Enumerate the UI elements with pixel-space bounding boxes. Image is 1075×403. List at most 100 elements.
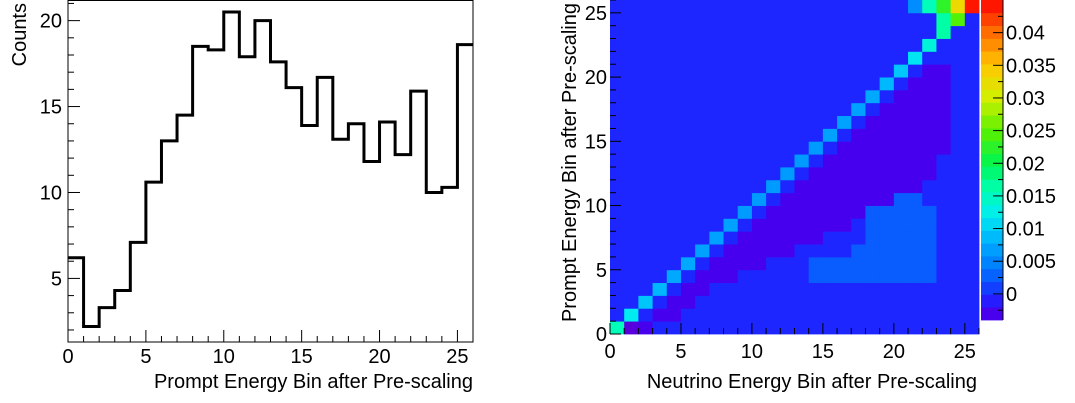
heatmap-cell	[751, 179, 767, 194]
heatmap-cell	[695, 295, 710, 309]
x-tick-label: 20	[368, 346, 390, 368]
histogram-bin	[208, 50, 224, 342]
heatmap-cell	[695, 89, 710, 104]
heatmap-cell	[723, 205, 739, 219]
heatmap-cell	[822, 0, 838, 14]
heatmap-cell	[680, 38, 696, 52]
heatmap-cell	[652, 154, 668, 168]
heatmap-cell	[780, 89, 795, 104]
heatmap-cell	[737, 154, 753, 168]
heatmap-cell	[865, 167, 881, 181]
heatmap-cell	[652, 51, 668, 65]
heatmap-cell	[808, 205, 824, 219]
heatmap-cell	[723, 308, 739, 322]
colorbar-tick-label: 0.01	[1006, 219, 1045, 241]
heatmap-cell	[865, 128, 881, 142]
heatmap-cell	[751, 308, 767, 322]
heatmap-cell	[837, 167, 852, 181]
heatmap-cell	[610, 115, 625, 129]
heatmap-cell	[950, 25, 966, 39]
heatmap-cell	[624, 321, 639, 335]
heatmap-cell	[950, 0, 966, 14]
heatmap-cell	[624, 179, 639, 194]
heatmap-cell	[780, 179, 795, 194]
heatmap-cell	[950, 308, 966, 322]
heatmap-cell	[666, 269, 682, 284]
heatmap-cell	[893, 231, 909, 245]
heatmap-cell	[794, 179, 810, 194]
heatmap-cell	[680, 12, 696, 27]
heatmap-cell	[610, 64, 625, 78]
heatmap-cell	[794, 269, 810, 284]
heatmap-cell	[794, 38, 810, 52]
colorbar-tick-label: 0	[1006, 284, 1017, 306]
colorbar-segment	[981, 38, 1003, 52]
heatmap-cell	[709, 179, 724, 194]
histogram-bin	[317, 77, 333, 342]
heatmap-cell	[950, 128, 966, 142]
heatmap-cell	[751, 0, 767, 14]
heatmap-cell	[794, 64, 810, 78]
heatmap-cell	[751, 269, 767, 284]
heatmap-cell	[709, 256, 724, 271]
heatmap-cell	[908, 12, 923, 27]
heatmap-cell	[893, 128, 909, 142]
heatmap-cell	[908, 308, 923, 322]
heatmap-cell	[822, 308, 838, 322]
heatmap-cell	[808, 0, 824, 14]
heatmap-cell	[837, 51, 852, 65]
heatmap-cell	[751, 38, 767, 52]
heatmap-cell	[766, 167, 781, 181]
heatmap-cell	[822, 231, 838, 245]
heatmap-cell	[610, 154, 625, 168]
heatmap-cell	[709, 141, 724, 155]
heatmap-cell	[837, 282, 852, 296]
heatmap-cell	[638, 218, 653, 232]
heatmap-cell	[780, 244, 795, 258]
heatmap-cell	[964, 89, 980, 104]
heatmap-cell	[950, 231, 966, 245]
heatmap-cell	[624, 244, 639, 258]
heatmap-cell	[950, 218, 966, 232]
heatmap-cell	[723, 192, 739, 206]
heatmap-cell	[950, 141, 966, 155]
heatmap-cell	[908, 102, 923, 117]
heatmap-cell	[879, 244, 895, 258]
heatmap-cell	[808, 25, 824, 39]
heatmap-cell	[794, 141, 810, 155]
x-tick-label: 5	[140, 346, 151, 368]
heatmap-cell	[893, 51, 909, 65]
heatmap-cell	[638, 141, 653, 155]
heatmap-cell	[610, 295, 625, 309]
heatmap-cell	[638, 128, 653, 142]
heatmap-cell	[794, 308, 810, 322]
heatmap-cell	[624, 269, 639, 284]
heatmap-cell	[780, 141, 795, 155]
heatmap-cell	[680, 25, 696, 39]
colorbar-tick-label: 0.035	[1006, 55, 1056, 77]
heatmap-cell	[737, 308, 753, 322]
heatmap-cell	[666, 25, 682, 39]
heatmap-cell	[851, 0, 866, 14]
heatmap-cell	[666, 256, 682, 271]
heatmap-cell	[908, 0, 923, 14]
heatmap-cell	[624, 0, 639, 14]
heatmap-cell	[766, 141, 781, 155]
heatmap-cell	[893, 115, 909, 129]
heatmap-cell	[950, 295, 966, 309]
heatmap-cell	[794, 218, 810, 232]
heatmap-cell	[751, 102, 767, 117]
heatmap-cell	[964, 282, 980, 296]
heatmap-cell	[666, 0, 682, 14]
histogram-bin	[426, 192, 442, 342]
heatmap-cell	[893, 77, 909, 91]
heatmap-cell	[666, 244, 682, 258]
heatmap-cell	[964, 25, 980, 39]
heatmap-cell	[837, 231, 852, 245]
heatmap-cell	[936, 89, 952, 104]
heatmap-cell	[837, 205, 852, 219]
heatmap-cell	[922, 308, 937, 322]
heatmap-cell	[865, 0, 881, 14]
heatmap-cell	[780, 205, 795, 219]
heatmap-cell	[766, 12, 781, 27]
